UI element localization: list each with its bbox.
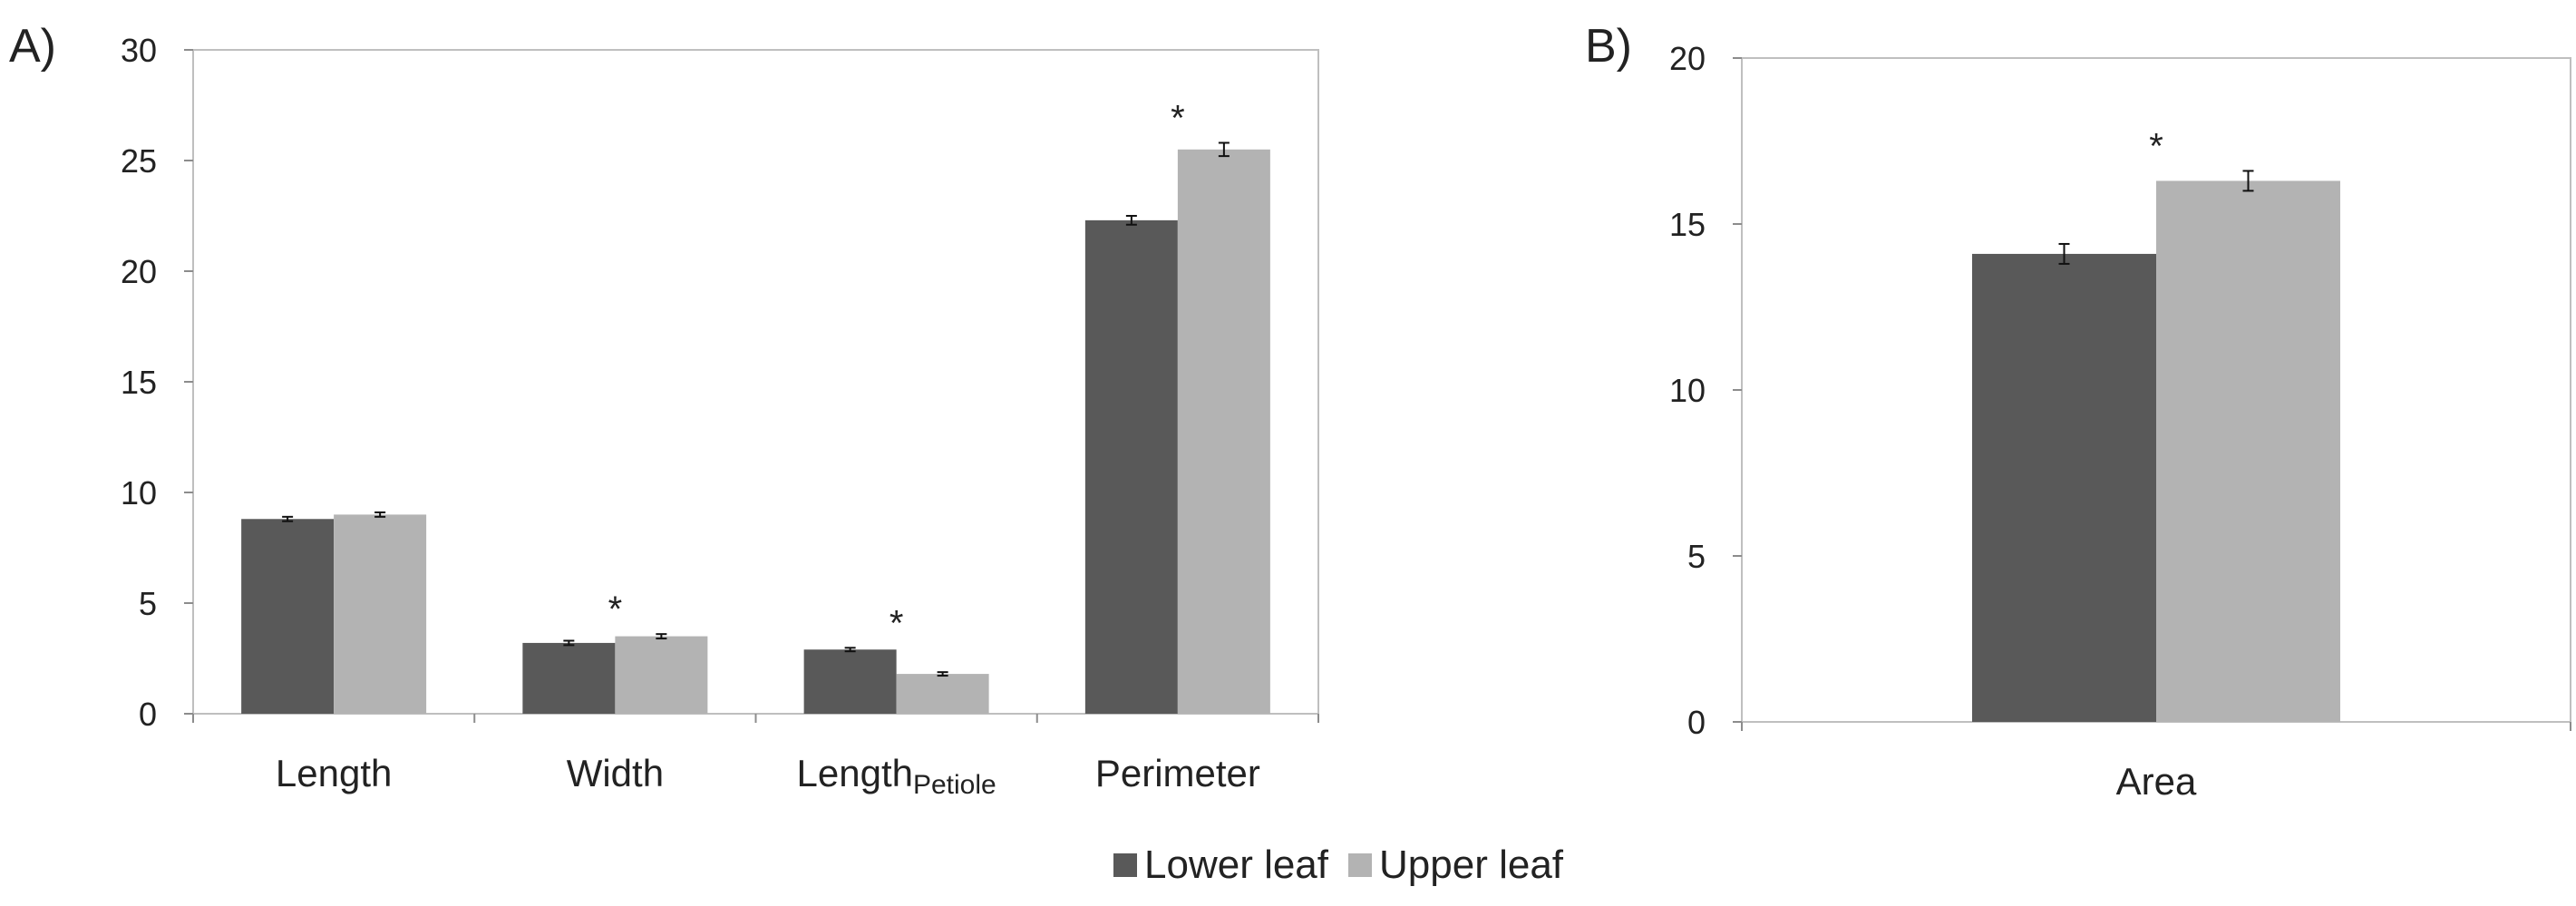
- x-category-label-main: Area: [2116, 760, 2197, 803]
- significance-marker: *: [2149, 126, 2163, 166]
- bar: [334, 514, 427, 714]
- bar: [522, 642, 616, 714]
- x-category-label: Width: [567, 752, 664, 794]
- y-tick-label: 10: [1669, 372, 1706, 409]
- bar: [1177, 149, 1270, 715]
- significance-marker: *: [608, 589, 623, 629]
- x-category-label-main: Width: [567, 752, 664, 794]
- x-category-label: Length: [276, 752, 392, 794]
- y-tick-label: 5: [1687, 538, 1706, 575]
- y-tick-label: 20: [1669, 40, 1706, 77]
- x-category-label: LengthPetiole: [797, 752, 996, 800]
- legend-item-lower-leaf: Lower leaf: [1113, 843, 1328, 888]
- x-category-label-sub: Petiole: [913, 770, 996, 800]
- legend-swatch-upper-leaf: [1348, 853, 1373, 877]
- legend-item-upper-leaf: Upper leaf: [1348, 843, 1563, 888]
- y-tick-label: 0: [1687, 704, 1706, 741]
- bar: [1972, 253, 2156, 722]
- y-tick-label: 0: [139, 696, 157, 733]
- y-tick-label: 15: [1669, 206, 1706, 243]
- y-tick-label: 15: [121, 364, 157, 401]
- x-category-label-main: Length: [797, 752, 913, 794]
- bar: [241, 519, 335, 714]
- x-category-label-main: Length: [276, 752, 392, 794]
- bar: [1084, 219, 1178, 714]
- panel-label: A): [9, 20, 56, 73]
- y-tick-label: 5: [139, 585, 157, 622]
- bar: [615, 636, 708, 714]
- y-tick-label: 10: [121, 474, 157, 511]
- bar: [2156, 180, 2340, 723]
- y-tick-label: 30: [121, 32, 157, 69]
- panel-b-chart: B) 0 5 10 15 20 * Area: [1585, 20, 2571, 803]
- x-category-label-main: Perimeter: [1095, 752, 1260, 794]
- y-tick-label: 25: [121, 142, 157, 180]
- legend-label-upper-leaf: Upper leaf: [1379, 843, 1564, 887]
- legend-label-lower-leaf: Lower leaf: [1144, 843, 1329, 887]
- significance-marker: *: [889, 603, 904, 643]
- legend: Lower leaf Upper leaf: [1113, 842, 1563, 889]
- panel-a-chart: A)051015202530Length*Width*LengthPetiole…: [9, 20, 1319, 800]
- x-category-label: Area: [2116, 760, 2197, 803]
- panel-label: B): [1585, 20, 1632, 73]
- y-tick-label: 20: [121, 253, 157, 290]
- x-category-label: Perimeter: [1095, 752, 1260, 794]
- significance-marker: *: [1171, 98, 1185, 138]
- bar: [803, 649, 897, 714]
- bar: [896, 674, 989, 714]
- legend-swatch-lower-leaf: [1113, 853, 1137, 877]
